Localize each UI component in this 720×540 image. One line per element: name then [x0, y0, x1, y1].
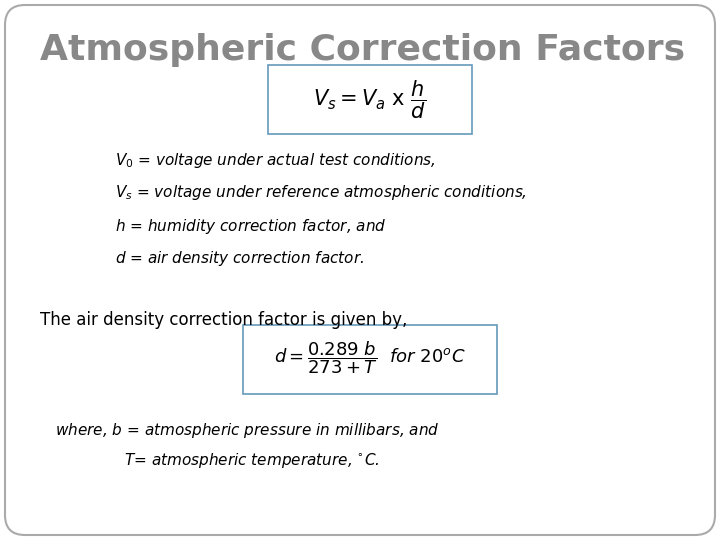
- Text: where, $b$ = atmospheric pressure in millibars, and: where, $b$ = atmospheric pressure in mil…: [55, 421, 440, 440]
- FancyBboxPatch shape: [5, 5, 715, 535]
- Text: Atmospheric Correction Factors: Atmospheric Correction Factors: [40, 33, 685, 67]
- Text: $V_0$ = voltage under actual test conditions,: $V_0$ = voltage under actual test condit…: [115, 151, 436, 170]
- FancyBboxPatch shape: [243, 325, 497, 394]
- Text: $T$= atmospheric temperature, $^{\circ}C$.: $T$= atmospheric temperature, $^{\circ}C…: [95, 450, 379, 469]
- Text: $V_s$ = voltage under reference atmospheric conditions,: $V_s$ = voltage under reference atmosphe…: [115, 184, 527, 202]
- Text: The air density correction factor is given by,: The air density correction factor is giv…: [40, 311, 408, 329]
- Text: $d = \dfrac{0.289\ b}{273 + T}\ \ \mathit{for}\ 20^{o}C$: $d = \dfrac{0.289\ b}{273 + T}\ \ \mathi…: [274, 340, 466, 376]
- Text: $h$ = humidity correction factor, and: $h$ = humidity correction factor, and: [115, 217, 387, 235]
- Text: $d$ = air density correction factor.: $d$ = air density correction factor.: [115, 249, 364, 268]
- FancyBboxPatch shape: [268, 65, 472, 134]
- Text: $V_s = V_a\ \mathrm{x}\ \dfrac{h}{d}$: $V_s = V_a\ \mathrm{x}\ \dfrac{h}{d}$: [313, 79, 427, 122]
